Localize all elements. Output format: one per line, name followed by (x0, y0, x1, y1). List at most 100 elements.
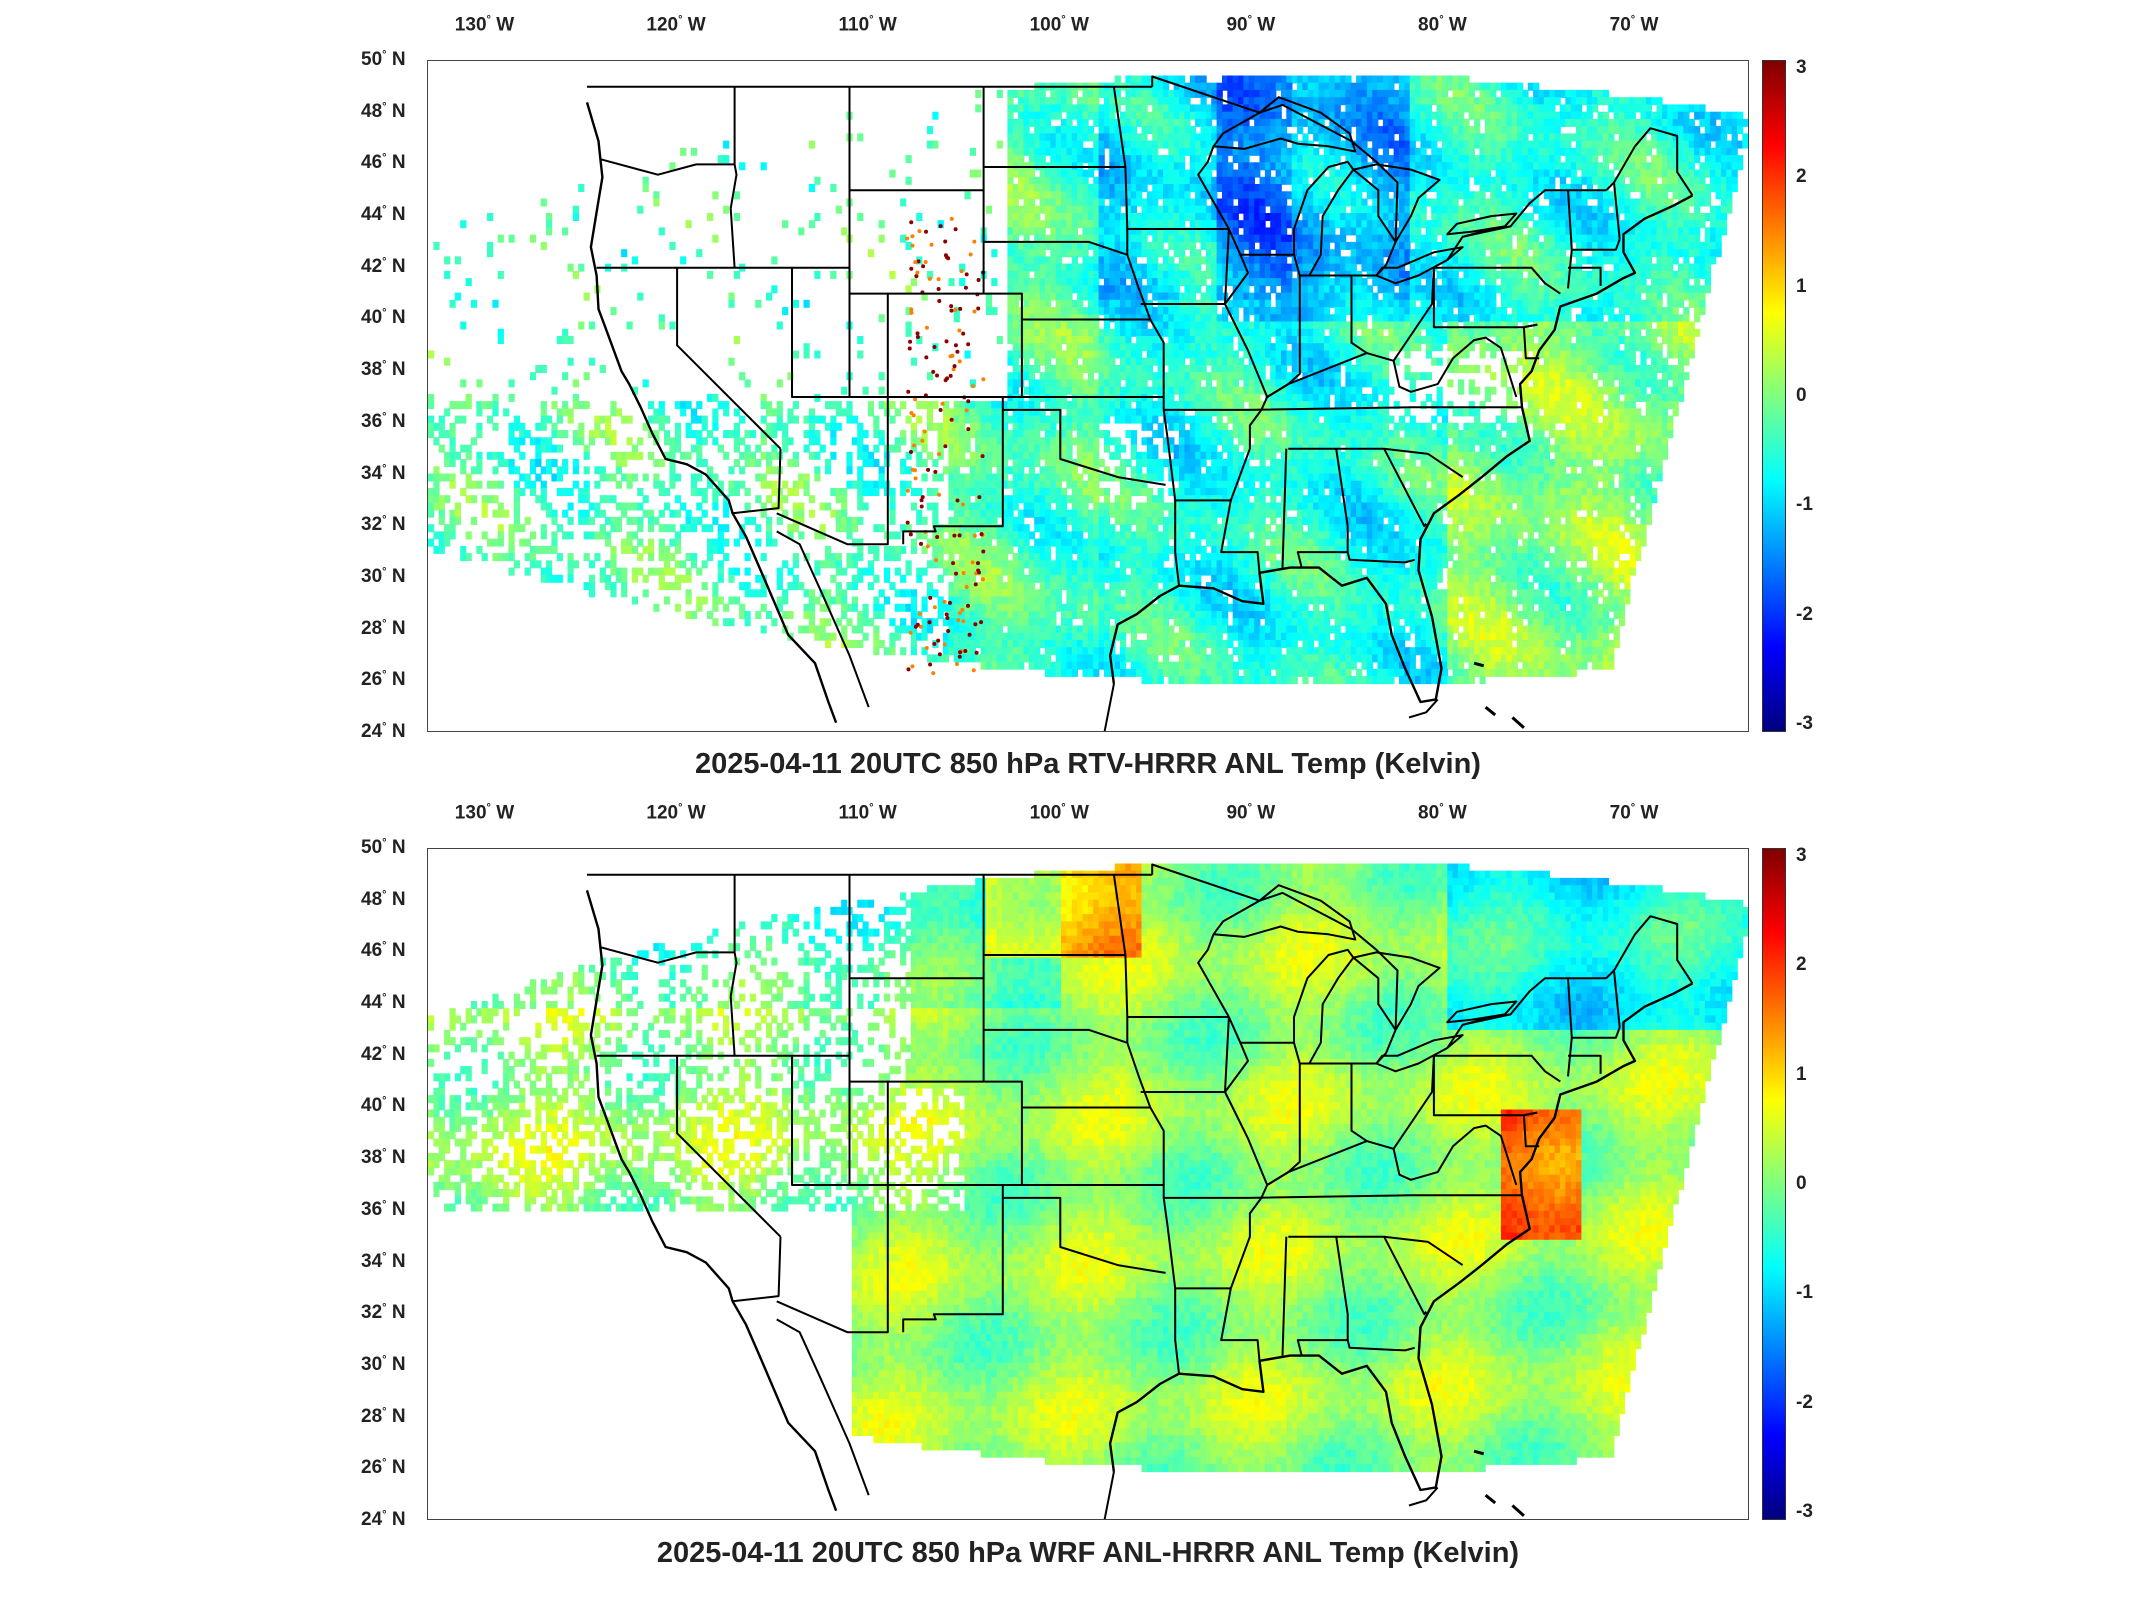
latitude-tick-label: 44° N (361, 204, 406, 226)
latitude-tick-label: 48° N (361, 101, 406, 123)
state-boundary (600, 946, 735, 964)
state-boundary (732, 448, 782, 515)
latitude-tick-label: 30° N (361, 566, 406, 588)
state-boundary (1247, 1194, 1522, 1199)
longitude-tick-label: 120° W (646, 802, 705, 824)
state-boundary (1568, 266, 1602, 286)
latitude-tick-label: 40° N (361, 307, 406, 329)
latitude-tick-label: 28° N (361, 617, 406, 639)
state-boundary (1522, 1111, 1540, 1148)
latitude-tick-label: 36° N (361, 411, 406, 433)
map-plot-area (427, 848, 1749, 1520)
colorbar-tick-label: -2 (1796, 1392, 1813, 1414)
island-outline (1511, 716, 1525, 729)
great-lake-outline (1212, 96, 1357, 153)
state-boundary (729, 874, 738, 997)
latitude-tick-label: 28° N (361, 1405, 406, 1427)
longitude-tick-label: 90° W (1226, 14, 1275, 36)
great-lake-outline (1375, 246, 1464, 285)
colorbar-tick-label: 1 (1796, 1064, 1807, 1086)
great-lake-outline (1293, 948, 1355, 1065)
state-boundary (1151, 75, 1260, 114)
island-outline (1484, 706, 1497, 717)
state-boundary (1462, 225, 1511, 238)
state-boundary (1259, 103, 1399, 277)
great-lake-outline (1212, 884, 1357, 941)
coastline-keys (1408, 1486, 1439, 1507)
colorbar-tick-label: 3 (1796, 845, 1807, 867)
longitude-tick-label: 100° W (1030, 14, 1089, 36)
state-boundary (1568, 1054, 1602, 1074)
latitude-tick-label: 30° N (361, 1354, 406, 1376)
colorbar-tick-label: 3 (1796, 57, 1807, 79)
latitude-tick-label: 50° N (361, 49, 406, 71)
state-boundary (1281, 448, 1288, 568)
state-boundary (1220, 1016, 1269, 1361)
state-boundary (600, 158, 735, 176)
coastline-mexico (1103, 683, 1115, 731)
coastline-keys (1408, 698, 1439, 719)
latitude-tick-label: 32° N (361, 514, 406, 536)
temperature-field (428, 863, 1748, 1473)
colorbar-tick-label: 2 (1796, 954, 1807, 976)
coastline-gulf-atlantic (1108, 194, 1694, 704)
state-boundary (902, 397, 1004, 545)
great-lake-outline (1352, 163, 1441, 243)
state-boundary (792, 1081, 851, 1186)
state-boundary (1446, 977, 1607, 1049)
colorbar-tick-label: -3 (1796, 713, 1813, 735)
map-plot-area (427, 60, 1749, 732)
state-boundary (1162, 1185, 1180, 1374)
latitude-tick-label: 34° N (361, 462, 406, 484)
latitude-tick-label: 32° N (361, 1302, 406, 1324)
longitude-tick-label: 80° W (1418, 14, 1467, 36)
state-boundary (1571, 1026, 1621, 1039)
coastline-gulf-atlantic (1108, 982, 1694, 1492)
longitude-tick-label: 80° W (1418, 802, 1467, 824)
coastline-mexico (1103, 1471, 1115, 1519)
state-boundary (791, 267, 888, 398)
state-boundary (1002, 1196, 1166, 1274)
latitude-tick-label: 26° N (361, 669, 406, 691)
great-lake-outline (1446, 1000, 1518, 1024)
state-boundary (1350, 1055, 1435, 1150)
state-boundary (1462, 1013, 1511, 1026)
state-boundary (1151, 863, 1260, 902)
coastline-gulf-of-california (776, 1318, 870, 1496)
longitude-tick-label: 100° W (1030, 802, 1089, 824)
island-outline (1511, 1504, 1525, 1517)
colorbar (1762, 848, 1786, 1520)
state-boundary (1197, 145, 1294, 256)
state-boundary (1446, 189, 1607, 261)
colorbar-tick-label: -3 (1796, 1501, 1813, 1523)
colorbar (1762, 60, 1786, 732)
longitude-tick-label: 130° W (455, 802, 514, 824)
state-boundary (1002, 408, 1166, 486)
state-boundary (887, 1080, 1023, 1186)
state-boundary (902, 1185, 1004, 1333)
state-boundary (1266, 352, 1368, 398)
coastline-pacific (585, 102, 838, 724)
latitude-tick-label: 38° N (361, 359, 406, 381)
state-boundary (1383, 448, 1428, 528)
colorbar-tick-label: 1 (1796, 276, 1807, 298)
latitude-tick-label: 44° N (361, 992, 406, 1014)
state-boundary (1162, 397, 1180, 586)
colorbar-tick-label: 2 (1796, 166, 1807, 188)
state-boundary (1112, 874, 1165, 1185)
state-boundary (776, 1081, 889, 1334)
longitude-tick-label: 120° W (646, 14, 705, 36)
state-boundary (1140, 1042, 1249, 1093)
longitude-tick-label: 110° W (839, 802, 897, 824)
state-boundary (983, 240, 1128, 256)
latitude-tick-label: 42° N (361, 256, 406, 278)
state-boundary (776, 293, 889, 546)
latitude-tick-label: 46° N (361, 152, 406, 174)
great-lake-outline (1293, 160, 1355, 277)
latitude-tick-label: 34° N (361, 1250, 406, 1272)
state-boundary (1346, 1339, 1415, 1352)
map-panel-wrf: 130° W 120° W 110° W 100° W 90° W 80° W 70° W … (0, 790, 2133, 1600)
state-boundary (729, 86, 738, 209)
state-boundary (792, 293, 851, 398)
state-boundary (1259, 891, 1399, 1065)
